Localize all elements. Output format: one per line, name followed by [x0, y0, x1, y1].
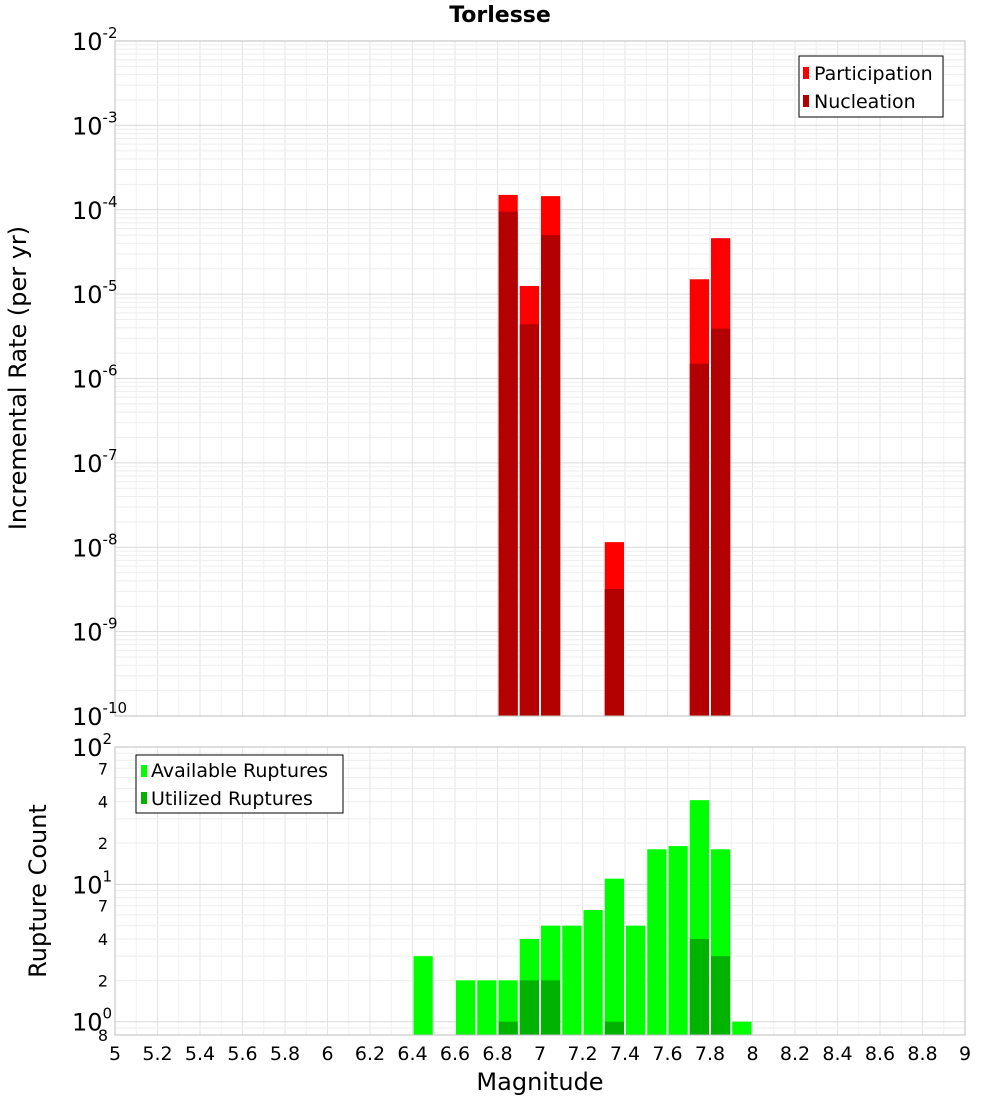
top-bar-nucleation: [604, 589, 624, 716]
x-tick-label: 5.4: [185, 1043, 215, 1065]
y-tick-label: 10-5: [72, 277, 118, 309]
y-tick-label-minor: 8: [98, 1026, 108, 1045]
top-y-axis-title: Incremental Rate (per yr): [4, 226, 32, 530]
x-tick-label: 5.6: [227, 1043, 257, 1065]
x-tick-label: 7: [534, 1043, 546, 1065]
bottom-bar-available-ruptures: [732, 1021, 752, 1035]
bottom-bar-available-ruptures: [562, 925, 582, 1035]
y-tick-label-minor: 7: [98, 897, 108, 916]
legend-label-utilized: Utilized Ruptures: [151, 788, 313, 810]
y-tick-label: 10-4: [72, 193, 118, 225]
y-tick-label: 100: [72, 1005, 112, 1037]
x-tick-label: 8.2: [780, 1043, 810, 1065]
bottom-bar-available-ruptures: [498, 980, 518, 1035]
chart-title: Torlesse: [449, 3, 551, 28]
y-tick-label-minor: 2: [98, 834, 108, 853]
legend-swatch-available: [141, 765, 147, 777]
legend-label-participation: Participation: [814, 63, 933, 85]
y-tick-label: 10-8: [72, 530, 118, 562]
x-tick-label: 6: [321, 1043, 333, 1065]
y-tick-label-minor: 7: [98, 759, 108, 778]
bottom-bar-available-ruptures: [456, 980, 476, 1035]
bottom-legend-box: [135, 754, 344, 814]
bottom-bar-available-ruptures: [413, 956, 433, 1035]
x-tick-label: 8.6: [865, 1043, 895, 1065]
y-tick-label: 102: [72, 730, 112, 762]
bottom-bar-available-ruptures: [626, 925, 646, 1035]
y-tick-label: 10-10: [72, 699, 127, 731]
x-tick-label: 6.2: [355, 1043, 385, 1065]
x-tick-label: 5.2: [142, 1043, 172, 1065]
top-bar-nucleation: [498, 211, 518, 716]
x-tick-label: 8.8: [907, 1043, 937, 1065]
legend-label-available: Available Ruptures: [151, 760, 328, 782]
legend-label-nucleation: Nucleation: [814, 91, 916, 113]
x-tick-label: 7.8: [695, 1043, 725, 1065]
x-tick-label: 6.8: [482, 1043, 512, 1065]
x-tick-label: 8: [746, 1043, 758, 1065]
y-tick-label: 10-9: [72, 615, 118, 647]
x-tick-label: 7.4: [610, 1043, 640, 1065]
x-tick-label: 7.6: [652, 1043, 682, 1065]
y-tick-label: 101: [72, 867, 112, 899]
bottom-bar-available-ruptures: [583, 910, 603, 1035]
bottom-chart-bars: [413, 800, 752, 1035]
bottom-bar-available-ruptures: [647, 849, 667, 1035]
bottom-bar-available-ruptures: [477, 980, 497, 1035]
x-tick-label: 7.2: [567, 1043, 597, 1065]
top-legend-box: [798, 55, 944, 118]
y-tick-label: 10-2: [72, 24, 118, 56]
y-tick-label-minor: 4: [98, 793, 108, 812]
bottom-bar-utilized-ruptures: [604, 1021, 624, 1035]
top-plot-border: [114, 40, 966, 717]
y-tick-label-minor: 4: [98, 930, 108, 949]
bottom-bar-utilized-ruptures: [711, 956, 731, 1035]
legend-swatch-participation: [803, 67, 809, 79]
bottom-bar-utilized-ruptures: [498, 1021, 518, 1035]
bottom-bar-utilized-ruptures: [541, 980, 561, 1035]
y-tick-label: 10-7: [72, 446, 118, 478]
bottom-y-axis-title: Rupture Count: [24, 804, 52, 978]
x-tick-label: 8.4: [822, 1043, 852, 1065]
y-tick-label-minor: 2: [98, 971, 108, 990]
x-tick-label: 5: [109, 1043, 121, 1065]
top-bar-nucleation: [541, 235, 561, 716]
legend-swatch-nucleation: [803, 95, 809, 107]
top-bar-nucleation: [519, 324, 539, 716]
top-bar-nucleation: [689, 363, 709, 716]
bottom-legend: Available Ruptures Utilized Ruptures: [135, 754, 344, 814]
top-y-tick-labels: 10-2 10-3 10-4 10-5 10-6 10-7 10-8 10-9 10-10: [72, 24, 127, 731]
y-tick-label: 10-6: [72, 362, 118, 394]
x-tick-label: 6.6: [440, 1043, 470, 1065]
bottom-bar-utilized-ruptures: [689, 939, 709, 1035]
bottom-bar-available-ruptures: [604, 878, 624, 1035]
y-tick-label: 10-3: [72, 108, 118, 140]
x-tick-labels: 5 5.2 5.4 5.6 5.8 6 6.2 6.4 6.6 6.8 7 7.2 7.4 7.6 7.8 8…: [109, 1043, 971, 1065]
legend-swatch-utilized: [141, 792, 147, 804]
x-tick-label: 9: [959, 1043, 971, 1065]
top-chart-bars: [498, 194, 731, 716]
top-chart-grid: [114, 40, 966, 717]
x-tick-label: 5.8: [270, 1043, 300, 1065]
bottom-plot-border: [114, 746, 966, 1036]
bottom-bar-available-ruptures: [668, 846, 688, 1035]
top-bar-nucleation: [711, 328, 731, 716]
x-tick-label: 6.4: [397, 1043, 427, 1065]
x-axis-title: Magnitude: [476, 1068, 603, 1096]
top-legend: Participation Nucleation: [798, 55, 944, 118]
bottom-bar-utilized-ruptures: [519, 980, 539, 1035]
